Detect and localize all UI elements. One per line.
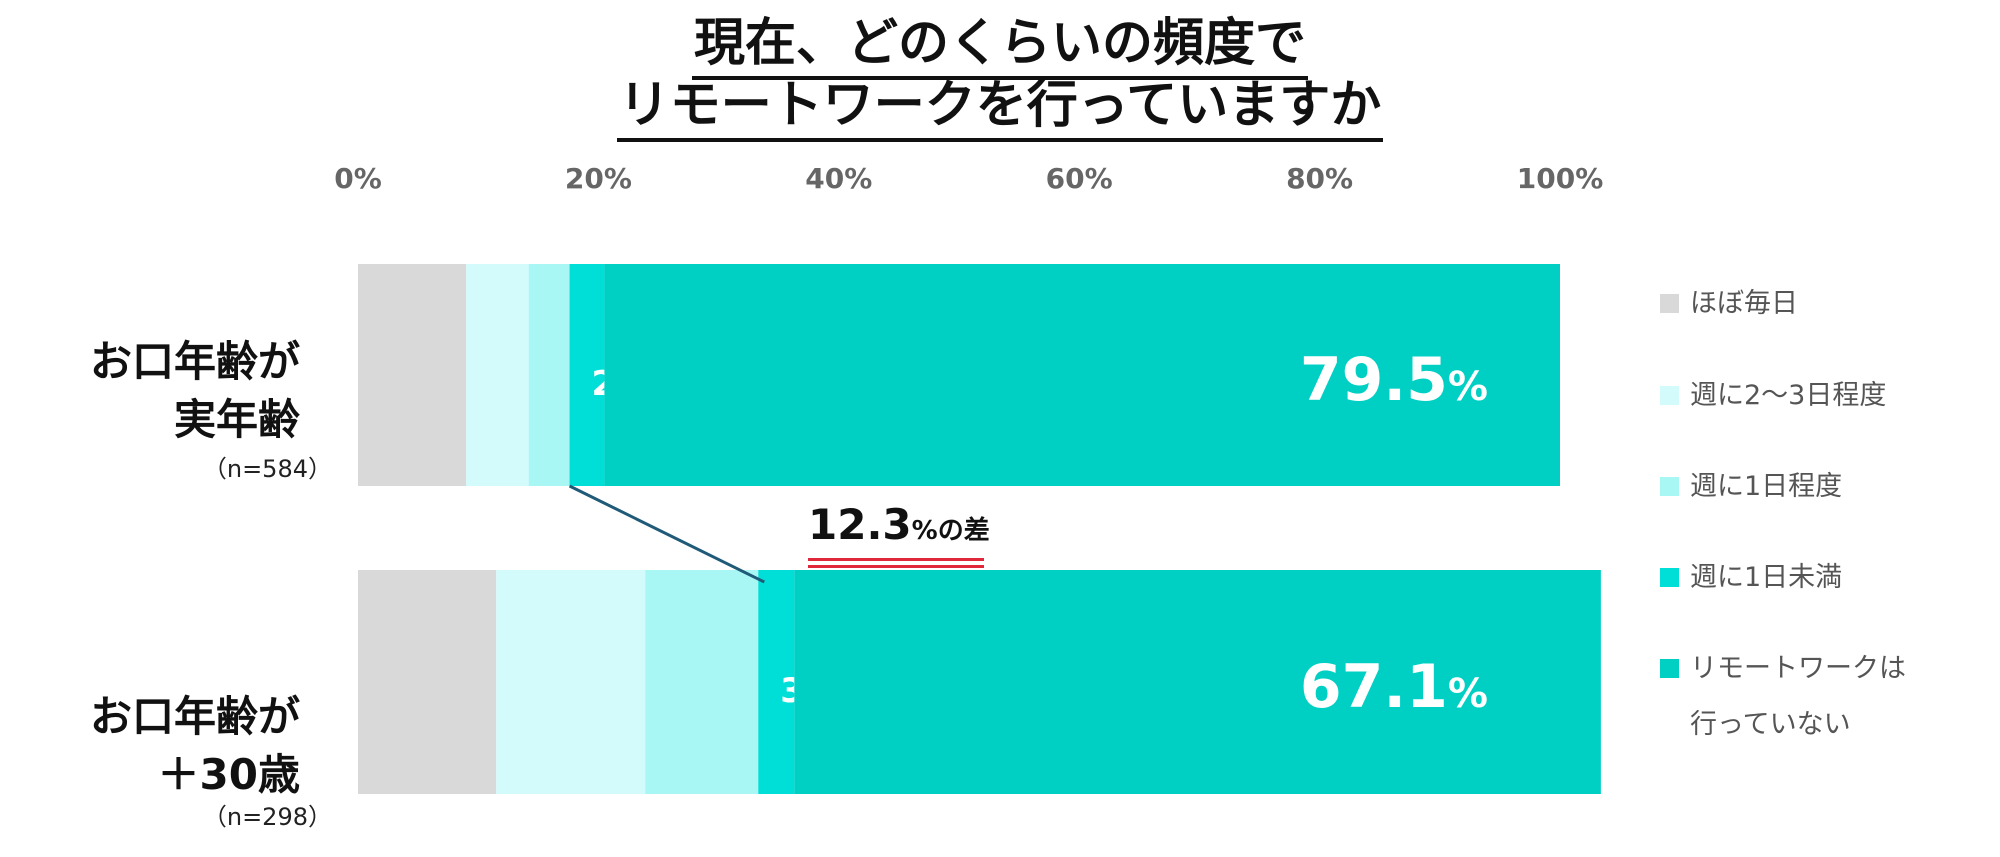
- bar-segment: [758, 570, 795, 794]
- bar-segment: [466, 264, 529, 486]
- bar-segment: [645, 570, 759, 794]
- legend-label-line2: 行っていない: [1690, 709, 1851, 740]
- row-n-group2: （n=298）: [202, 803, 332, 831]
- row-n-group1: （n=584）: [202, 455, 332, 483]
- legend-swatch: [1660, 386, 1679, 405]
- bar-segment: [794, 570, 1601, 794]
- bar-segment: [358, 570, 497, 794]
- bar-segment: [528, 264, 570, 486]
- difference-underline-2: [808, 565, 984, 568]
- data-label: 67.1%: [1300, 652, 1488, 722]
- legend-swatch: [1660, 659, 1679, 678]
- row-label-group2: お口年齢が ＋30歳: [89, 692, 300, 799]
- x-tick-label: 20%: [564, 162, 632, 195]
- legend-label: 週に1日未満: [1690, 562, 1843, 593]
- x-tick-label: 100%: [1516, 162, 1604, 195]
- chart-title-line1: 現在、どのくらいの頻度で: [0, 14, 2000, 80]
- difference-annotation: 12.3%の差: [808, 500, 990, 549]
- x-tick-label: 0%: [334, 162, 382, 195]
- legend-swatch: [1660, 568, 1679, 587]
- chart-title-line2: リモートワークを行っていますか: [0, 76, 2000, 142]
- data-label: 79.5%: [1300, 345, 1488, 415]
- row-label-group1: お口年齢が 実年齢: [89, 337, 300, 444]
- x-tick-label: 60%: [1045, 162, 1113, 195]
- bar-segment: [569, 264, 605, 486]
- x-tick-label: 80%: [1286, 162, 1354, 195]
- bar-segment: [604, 264, 1560, 486]
- legend-label: 週に2〜3日程度: [1690, 380, 1887, 411]
- legend-label: 週に1日程度: [1690, 471, 1843, 502]
- connector-line: [568, 484, 765, 584]
- bar-segment: [358, 264, 467, 486]
- legend-swatch: [1660, 294, 1679, 313]
- legend-label: リモートワークは: [1690, 653, 1906, 684]
- x-tick-label: 40%: [805, 162, 873, 195]
- bar-segment: [496, 570, 646, 794]
- difference-underline-1: [808, 558, 984, 561]
- legend-label: ほぼ毎日: [1690, 288, 1798, 319]
- legend-swatch: [1660, 477, 1679, 496]
